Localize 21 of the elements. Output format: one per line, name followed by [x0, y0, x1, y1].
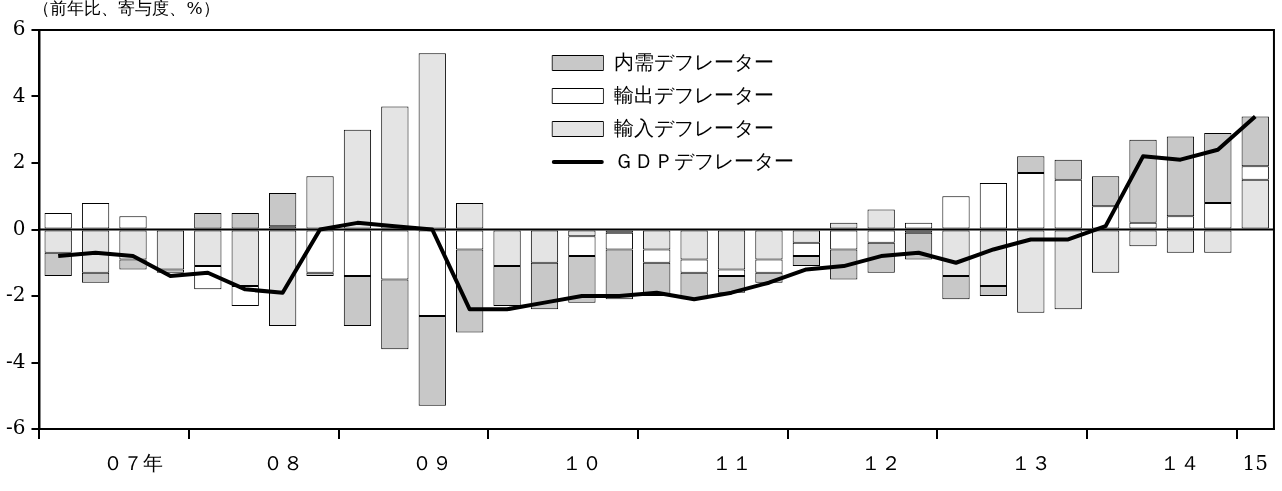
y-tick-label: -6 [6, 415, 26, 440]
legend-label: 内需デフレーター [613, 50, 774, 75]
legend-label: 輸入デフレーター [613, 116, 774, 141]
y-tick-label: 0 [12, 215, 26, 240]
y-tick-label: 6 [12, 16, 26, 41]
x-tick-label: ０７年 [103, 451, 163, 476]
y-tick-label: 2 [12, 149, 26, 174]
x-tick-label: ０８ [262, 451, 303, 476]
legend-label: ＧＤＰデフレーター [613, 149, 794, 174]
x-tick-label: １３ [1010, 451, 1051, 476]
y-tick-label: -2 [6, 282, 26, 307]
x-tick-label: 15 [1242, 451, 1268, 476]
x-tick-label: ０９ [412, 451, 453, 476]
legend-label: 輸出デフレーター [613, 83, 774, 108]
x-tick-label: １１ [711, 451, 752, 476]
x-tick-label: １４ [1160, 451, 1201, 476]
x-tick-label: １０ [561, 451, 602, 476]
y-tick-label: 4 [12, 82, 26, 107]
y-tick-label: -4 [6, 348, 26, 373]
x-tick-label: １２ [861, 451, 902, 476]
y-axis-title: （前年比、寄与度、%） [33, 0, 220, 18]
